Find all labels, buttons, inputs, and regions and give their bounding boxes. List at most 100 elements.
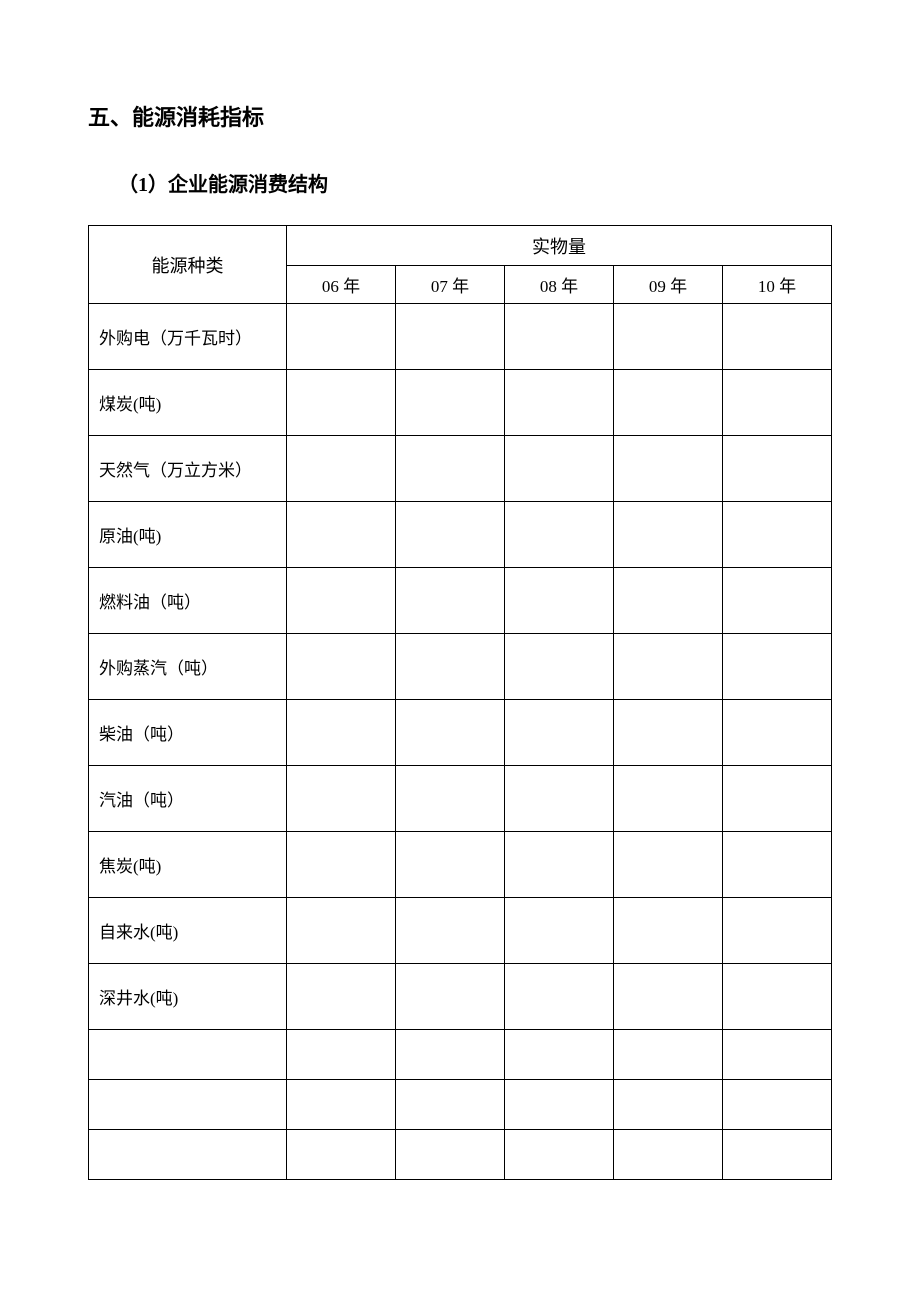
data-cell [723,964,832,1030]
data-cell [614,634,723,700]
data-cell [723,634,832,700]
table-row: 自来水(吨) [89,898,832,964]
row-label: 汽油（吨） [89,766,287,832]
row-label: 柴油（吨） [89,700,287,766]
header-year-4: 10 年 [723,266,832,304]
data-cell [614,370,723,436]
row-label: 深井水(吨) [89,964,287,1030]
data-cell [614,964,723,1030]
data-cell [287,1080,396,1130]
data-cell [287,964,396,1030]
data-cell [396,436,505,502]
row-label [89,1080,287,1130]
data-cell [396,1030,505,1080]
data-cell [723,304,832,370]
data-cell [723,1130,832,1180]
table-row: 柴油（吨） [89,700,832,766]
data-cell [723,832,832,898]
data-cell [614,1080,723,1130]
energy-table: 能源种类 实物量 06 年 07 年 08 年 09 年 10 年 外购电（万千… [88,225,832,1180]
row-label: 煤炭(吨) [89,370,287,436]
data-cell [396,304,505,370]
data-cell [287,634,396,700]
row-label: 自来水(吨) [89,898,287,964]
data-cell [396,568,505,634]
data-cell [505,1080,614,1130]
table-row: 煤炭(吨) [89,370,832,436]
header-year-2: 08 年 [505,266,614,304]
data-cell [723,898,832,964]
data-cell [723,568,832,634]
row-label [89,1130,287,1180]
data-cell [505,1030,614,1080]
data-cell [614,436,723,502]
data-cell [614,898,723,964]
data-cell [723,1030,832,1080]
data-cell [396,370,505,436]
data-cell [396,898,505,964]
data-cell [723,370,832,436]
data-cell [396,832,505,898]
data-cell [723,502,832,568]
data-cell [287,436,396,502]
data-cell [505,1130,614,1180]
data-cell [287,700,396,766]
data-cell [614,502,723,568]
header-year-0: 06 年 [287,266,396,304]
table-row: 天然气（万立方米） [89,436,832,502]
data-cell [287,898,396,964]
table-row: 焦炭(吨) [89,832,832,898]
header-year-1: 07 年 [396,266,505,304]
data-cell [614,1130,723,1180]
row-label: 燃料油（吨） [89,568,287,634]
data-cell [287,502,396,568]
data-cell [287,304,396,370]
data-cell [505,832,614,898]
data-cell [396,502,505,568]
data-cell [723,766,832,832]
header-category: 能源种类 [89,226,287,304]
row-label: 外购蒸汽（吨） [89,634,287,700]
data-cell [505,436,614,502]
data-cell [614,700,723,766]
data-cell [505,304,614,370]
data-cell [614,832,723,898]
data-cell [505,700,614,766]
data-cell [287,1130,396,1180]
data-cell [505,634,614,700]
data-cell [723,436,832,502]
row-label: 天然气（万立方米） [89,436,287,502]
data-cell [287,1030,396,1080]
data-cell [396,964,505,1030]
data-cell [614,766,723,832]
data-cell [396,700,505,766]
data-cell [505,898,614,964]
table-row [89,1030,832,1080]
data-cell [723,1080,832,1130]
data-cell [723,700,832,766]
data-cell [505,766,614,832]
data-cell [396,1130,505,1180]
data-cell [505,568,614,634]
table-row: 外购蒸汽（吨） [89,634,832,700]
data-cell [287,832,396,898]
subsection-title: （1）企业能源消费结构 [88,168,832,197]
data-cell [287,370,396,436]
data-cell [614,1030,723,1080]
row-label: 原油(吨) [89,502,287,568]
data-cell [505,964,614,1030]
data-cell [614,568,723,634]
header-year-3: 09 年 [614,266,723,304]
data-cell [396,766,505,832]
section-title: 五、能源消耗指标 [88,100,832,132]
row-label: 焦炭(吨) [89,832,287,898]
data-cell [396,634,505,700]
data-cell [505,502,614,568]
table-header-row-1: 能源种类 实物量 [89,226,832,266]
table-row: 深井水(吨) [89,964,832,1030]
header-quantity: 实物量 [287,226,832,266]
table-row: 汽油（吨） [89,766,832,832]
row-label [89,1030,287,1080]
data-cell [614,304,723,370]
table-row [89,1080,832,1130]
